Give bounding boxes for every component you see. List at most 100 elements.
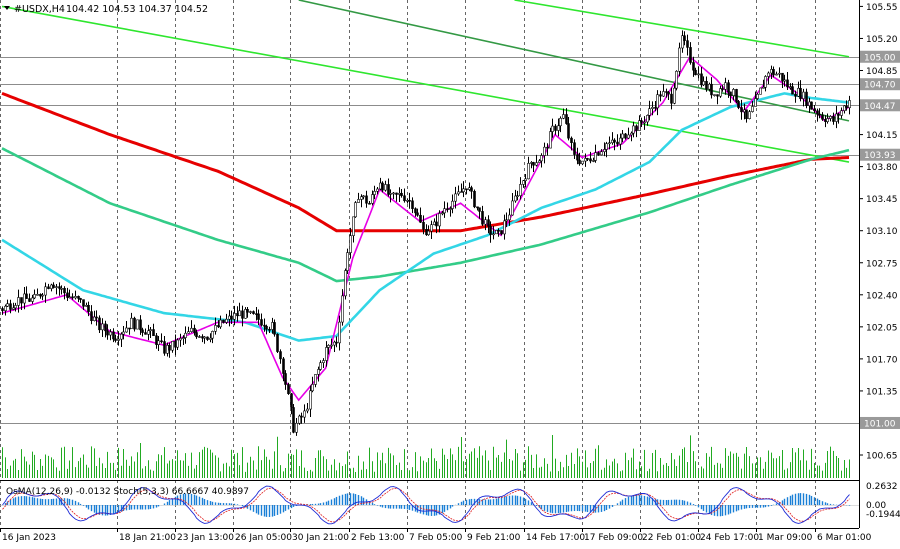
candle-body [101, 323, 104, 331]
candle-body [387, 184, 390, 195]
candle-body [144, 332, 147, 335]
candle-body [139, 319, 142, 331]
candle-body [527, 163, 530, 180]
candle-body [659, 94, 662, 97]
candle-body [187, 331, 190, 334]
candle-body [592, 160, 595, 162]
price-tick-label: 102.40 [866, 291, 898, 301]
moving-average-line [1, 147, 850, 283]
candle-body [710, 83, 713, 96]
candle-body [457, 191, 460, 195]
trend-line [514, 0, 850, 58]
candle-body [716, 94, 719, 97]
candle-body [371, 194, 374, 204]
candle-body [166, 345, 169, 354]
candle-body [594, 152, 597, 161]
candle-body [4, 305, 7, 311]
candle-body [198, 336, 201, 338]
candle-body [408, 200, 411, 202]
candle-body [55, 286, 58, 288]
candle-body [284, 373, 287, 385]
candle-body [597, 152, 600, 156]
candle-body [303, 410, 306, 418]
candle-body [670, 93, 673, 104]
candle-body [835, 113, 838, 122]
candle-body [581, 160, 584, 165]
candle-body [489, 225, 492, 235]
candle-body [740, 107, 743, 113]
candle-body [392, 192, 395, 195]
candle-body [605, 143, 608, 150]
candle-body [136, 319, 139, 330]
symbol-header: #USDX,H4 104.42 104.53 104.37 104.52 [4, 4, 208, 15]
candle-body [384, 184, 387, 191]
candle-body [193, 327, 196, 333]
candle-body [244, 309, 247, 319]
candle-body [600, 151, 603, 156]
candle-body [435, 221, 438, 227]
candle-body [330, 344, 333, 347]
candle-body [616, 141, 619, 145]
candle-body [700, 73, 703, 86]
candle-body [31, 297, 34, 302]
candle-body [818, 113, 821, 116]
candle-body [586, 158, 589, 160]
candle-body [535, 162, 538, 166]
candle-body [276, 333, 279, 352]
time-tick-label: 24 Feb 17:00 [700, 533, 759, 543]
candles [1, 30, 851, 436]
candle-body [168, 345, 171, 351]
candle-body [673, 87, 676, 104]
candle-body [381, 182, 384, 191]
candle-body [430, 224, 433, 232]
candle-body [562, 114, 565, 119]
candle-body [567, 123, 570, 139]
price-tick-label: 105.55 [866, 3, 898, 13]
candle-body [376, 188, 379, 192]
candle-body [322, 360, 325, 363]
candle-body [125, 327, 128, 333]
candle-body [745, 109, 748, 120]
candle-body [344, 270, 347, 297]
candle-body [341, 295, 344, 323]
oscillator-label: OsMA(12,26,9) -0.0132 Stoch(5,3,3) 66.66… [6, 487, 249, 497]
candle-body [317, 369, 320, 375]
candle-body [14, 305, 17, 309]
candle-body [624, 133, 627, 139]
candle-body [171, 341, 174, 351]
candle-body [651, 107, 654, 109]
candle-body [565, 114, 568, 124]
candle-body [646, 114, 649, 123]
candle-body [163, 341, 166, 354]
candle-body [692, 62, 695, 71]
candle-body [632, 125, 635, 134]
candle-body [546, 146, 549, 149]
candle-body [810, 101, 813, 110]
candle-body [93, 316, 96, 322]
candle-body [190, 327, 193, 332]
chevron-down-icon[interactable] [4, 6, 10, 10]
candle-body [104, 323, 107, 332]
candle-body [241, 310, 244, 319]
candle-body [141, 329, 144, 333]
level-label: 105.00 [864, 53, 896, 63]
candle-body [686, 40, 689, 48]
candle-body [470, 187, 473, 192]
candle-body [133, 317, 136, 330]
stochastic-main-line [2, 485, 850, 525]
candle-body [678, 47, 681, 72]
candle-body [422, 221, 425, 230]
candle-body [120, 333, 123, 340]
time-axis: 16 Jan 2023 18 Jan 21:00 23 Jan 13:00 26 Ja… [0, 528, 872, 543]
candle-body [90, 311, 93, 322]
candle-body [365, 195, 368, 204]
candle-body [694, 69, 697, 76]
candle-body [667, 92, 670, 95]
candle-body [557, 125, 560, 131]
time-tick-label: 17 Feb 09:00 [584, 533, 643, 543]
time-tick-label: 26 Jan 05:00 [235, 533, 292, 543]
level-label-box [860, 148, 900, 161]
candle-body [627, 134, 630, 139]
candle-body [781, 72, 784, 82]
